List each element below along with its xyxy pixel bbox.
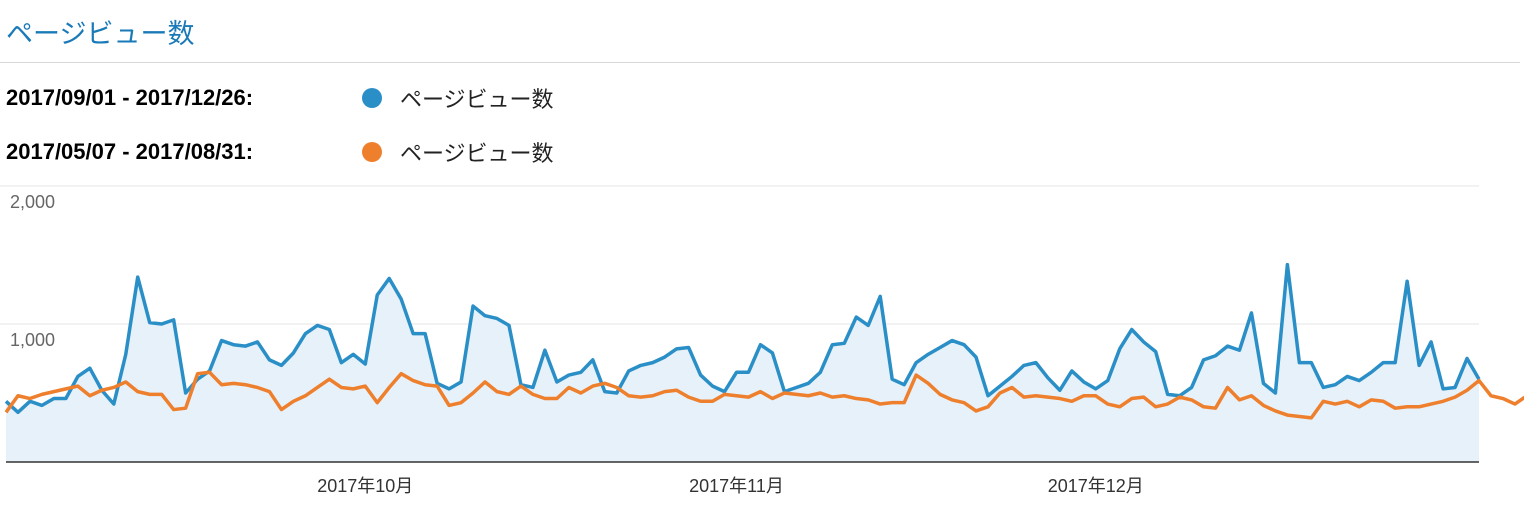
axis-layer: 1,000 2,000 2017年10月 2017年11月 2017年12月 (6, 192, 1479, 496)
x-tick-label: 2017年10月 (317, 476, 413, 496)
legend-label-current: ページビュー数 (400, 88, 554, 113)
title-divider (0, 62, 1520, 63)
legend-row-current: 2017/09/01 - 2017/12/26: ページビュー数 (6, 80, 554, 116)
series-layer (4, 262, 1524, 462)
legend-dot-current (362, 88, 382, 108)
legend-range-previous: 2017/05/07 - 2017/08/31: (6, 139, 254, 164)
grid-layer (0, 185, 1479, 325)
x-tick-label: 2017年11月 (689, 476, 784, 496)
line-chart: 1,000 2,000 2017年10月 2017年11月 2017年12月 (0, 185, 1524, 496)
y-tick-label: 2,000 (10, 192, 55, 212)
chart-title: ページビュー数 (6, 19, 195, 50)
x-tick-label: 2017年12月 (1048, 476, 1144, 496)
legend-range-current: 2017/09/01 - 2017/12/26: (6, 85, 254, 110)
series-line-1 (4, 370, 1524, 420)
legend-row-previous: 2017/05/07 - 2017/08/31: ページビュー数 (6, 134, 554, 170)
legend-label-previous: ページビュー数 (400, 142, 554, 167)
series-line-0 (4, 262, 1481, 415)
y-tick-label: 1,000 (10, 330, 55, 350)
series-area-0 (6, 264, 1479, 462)
legend-dot-previous (362, 142, 382, 162)
